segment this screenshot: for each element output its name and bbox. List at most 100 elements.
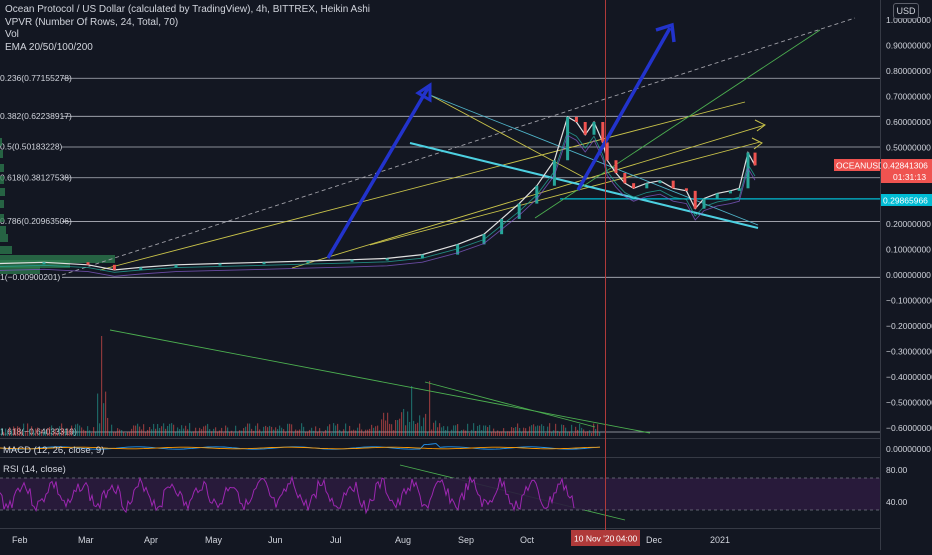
- volume-bar: [591, 432, 593, 436]
- time-axis[interactable]: Feb Mar Apr May Jun Jul Aug Sep Oct Dec 2021: [12, 535, 730, 545]
- volume-bar: [481, 430, 483, 436]
- volume-bar: [291, 424, 293, 436]
- volume-bar: [305, 432, 307, 436]
- price-tick-label: 0.80000000: [886, 66, 931, 76]
- volume-bar: [109, 431, 111, 436]
- candle: [592, 122, 596, 135]
- volume-bar: [495, 431, 497, 436]
- price-tick-label: 0.90000000: [886, 41, 931, 51]
- volume-bar: [497, 430, 499, 436]
- volume-bar: [141, 429, 143, 436]
- volume-bar: [25, 431, 27, 436]
- volume-bar: [371, 424, 373, 436]
- crosshair-time-tag: 10 Nov '20 04:00: [571, 530, 640, 546]
- volume-bar: [311, 427, 313, 436]
- volume-bar: [537, 425, 539, 436]
- price-tick-label: 0.60000000: [886, 117, 931, 127]
- volume-bar: [515, 426, 517, 436]
- volume-bar: [83, 429, 85, 436]
- time-tick-label: Oct: [520, 535, 535, 545]
- dashed-trendline: [61, 17, 856, 276]
- volume-bar: [57, 432, 59, 436]
- volume-bar: [321, 432, 323, 436]
- volume-bar: [411, 386, 413, 436]
- volume-bar: [185, 425, 187, 436]
- volume-bar: [269, 425, 271, 436]
- volume-bar: [365, 429, 367, 436]
- volume-bar: [329, 424, 331, 436]
- volume-bar: [379, 430, 381, 436]
- volume-bar: [459, 431, 461, 436]
- yellow-channel-lower: [369, 141, 761, 246]
- symbol-title[interactable]: Ocean Protocol / US Dollar (calculated b…: [5, 4, 370, 15]
- volume-bar: [217, 431, 219, 436]
- candle: [746, 152, 750, 189]
- volume-bar: [129, 431, 131, 436]
- blue-arrow-2: [576, 27, 672, 191]
- rsi-legend[interactable]: RSI (14, close): [3, 464, 66, 475]
- volume-bar: [507, 431, 509, 436]
- volume-bar: [367, 429, 369, 436]
- volume-bar: [339, 429, 341, 436]
- vpvr-label[interactable]: VPVR (Number Of Rows, 24, Total, 70): [5, 16, 179, 28]
- volume-bar: [3, 431, 5, 436]
- volume-bar: [259, 429, 261, 436]
- vpvr-row: [0, 150, 3, 158]
- blue-arrow-1: [326, 87, 430, 259]
- volume-bar: [71, 425, 73, 436]
- candle: [728, 190, 732, 194]
- fib-level-label: 0.236(0.77155278): [0, 73, 72, 83]
- price-axis[interactable]: 1.00000000 0.90000000 0.80000000 0.70000000…: [886, 15, 932, 433]
- vpvr-row: [0, 260, 70, 268]
- volume-bar: [435, 420, 437, 436]
- volume-bar: [303, 426, 305, 436]
- volume-bar: [235, 425, 237, 436]
- volume-bar: [229, 431, 231, 436]
- volume-bar: [19, 427, 21, 436]
- volume-bar: [199, 427, 201, 436]
- volume-bar: [499, 431, 501, 436]
- currency-button[interactable]: USD: [893, 3, 919, 19]
- volume-bar: [161, 426, 163, 436]
- volume-bar: [533, 424, 535, 436]
- volume-bar: [565, 427, 567, 436]
- volume-bar: [553, 430, 555, 436]
- volume-bar: [353, 429, 355, 436]
- candle: [420, 254, 424, 259]
- volume-bar: [225, 425, 227, 436]
- volume-bar: [255, 425, 257, 436]
- volume-bar: [413, 420, 415, 436]
- volume-bar: [69, 430, 71, 436]
- volume-bar: [385, 420, 387, 436]
- candle: [42, 262, 46, 265]
- volume-bar: [401, 412, 403, 436]
- volume-bar: [17, 426, 19, 436]
- volume-bar: [549, 423, 551, 436]
- volume-bar: [363, 431, 365, 436]
- volume-bar: [203, 426, 205, 436]
- volume-bar: [253, 430, 255, 436]
- volume-bar: [237, 432, 239, 436]
- volume-bar: [181, 425, 183, 436]
- volume-bar: [583, 429, 585, 436]
- macd-pane: [0, 443, 601, 450]
- volume-bar: [165, 428, 167, 436]
- volume-bar: [581, 427, 583, 436]
- macd-line: [0, 443, 601, 450]
- volume-bar: [489, 425, 491, 436]
- volume-bar: [281, 427, 283, 436]
- ema-label[interactable]: EMA 20/50/100/200: [5, 41, 93, 53]
- volume-bar: [511, 427, 513, 436]
- volume-bar: [279, 425, 281, 436]
- macd-legend[interactable]: MACD (12, 26, close, 9): [3, 445, 105, 456]
- crosshair-date: 10 Nov '20: [574, 534, 615, 544]
- volume-bar: [127, 432, 129, 436]
- volume-bar: [283, 429, 285, 436]
- chart-legend: Ocean Protocol / US Dollar (calculated b…: [5, 4, 370, 54]
- vpvr-row: [0, 176, 4, 184]
- time-tick-label: Aug: [395, 535, 411, 545]
- vol-label[interactable]: Vol: [5, 29, 19, 40]
- candle: [753, 152, 757, 166]
